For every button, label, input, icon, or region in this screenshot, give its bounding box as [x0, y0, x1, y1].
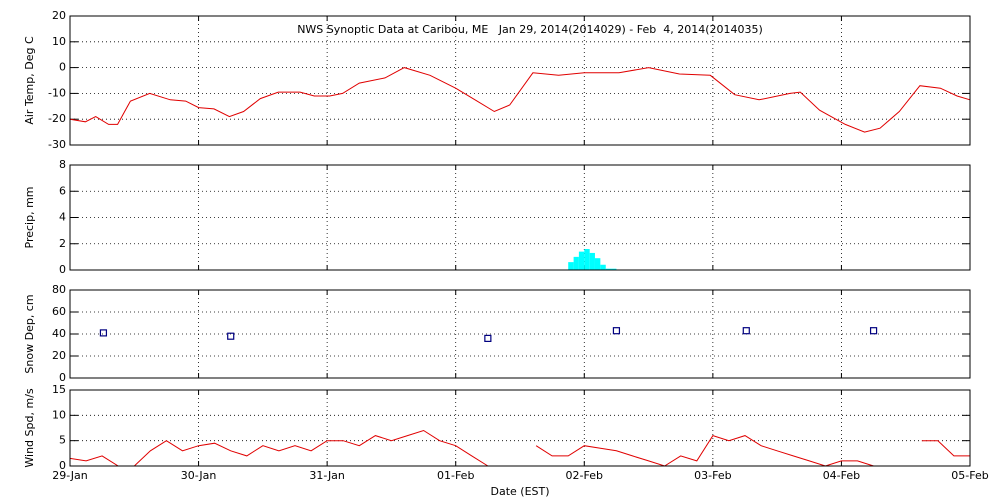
- y-tick-label: 6: [59, 184, 66, 197]
- y-tick-label: 10: [52, 408, 66, 421]
- plot-frame: [69, 15, 971, 146]
- line: [69, 67, 971, 133]
- bar: [573, 256, 579, 270]
- y-tick-label: 0: [59, 371, 66, 384]
- y-tick-label: 15: [52, 383, 66, 396]
- bar: [584, 249, 590, 270]
- y-axis-label: Air Temp, Deg C: [23, 36, 36, 125]
- y-tick-label: 0: [59, 61, 66, 74]
- x-tick-label: 30-Jan: [181, 469, 217, 482]
- y-tick-label: 10: [52, 35, 66, 48]
- bar: [611, 268, 617, 270]
- point: [612, 327, 621, 335]
- point: [869, 327, 878, 335]
- y-tick-label: -10: [48, 86, 66, 99]
- x-tick-label: 04-Feb: [823, 469, 860, 482]
- point: [227, 332, 235, 340]
- x-axis-label: Date (EST): [490, 485, 549, 498]
- plot-frame: [69, 289, 971, 379]
- x-tick-label: 05-Feb: [951, 469, 988, 482]
- bar: [600, 264, 606, 270]
- y-tick-label: 4: [59, 211, 66, 224]
- y-tick-label: 80: [52, 283, 66, 296]
- bar: [605, 268, 612, 270]
- point: [742, 327, 750, 335]
- y-axis-label: Precip, mm: [23, 187, 36, 249]
- y-tick-label: 60: [52, 305, 66, 318]
- y-tick-label: -30: [48, 138, 66, 151]
- plot-frame: [69, 389, 971, 467]
- x-tick-label: 03-Feb: [694, 469, 731, 482]
- x-tick-label: 29-Jan: [52, 469, 88, 482]
- y-axis-label: Snow Dep, cm: [23, 294, 36, 373]
- y-tick-label: 8: [59, 158, 66, 171]
- chart-title: NWS Synoptic Data at Caribou, ME Jan 29,…: [297, 23, 763, 36]
- line: [69, 429, 970, 467]
- y-tick-label: -20: [48, 112, 66, 125]
- y-tick-label: 20: [52, 349, 66, 362]
- y-tick-label: 0: [59, 459, 66, 472]
- x-tick-label: 02-Feb: [566, 469, 603, 482]
- point: [99, 329, 108, 337]
- bar: [589, 252, 595, 270]
- y-tick-label: 0: [59, 263, 66, 276]
- y-tick-label: 5: [59, 434, 66, 447]
- bar: [568, 262, 574, 270]
- x-tick-label: 31-Jan: [309, 469, 345, 482]
- y-tick-label: 2: [59, 237, 66, 250]
- plot-frame: [69, 164, 971, 271]
- y-tick-label: 20: [52, 9, 66, 22]
- y-axis-label: Wind Spd, m/s: [23, 388, 36, 468]
- y-tick-label: 40: [52, 327, 66, 340]
- x-tick-label: 01-Feb: [437, 469, 474, 482]
- point: [484, 334, 492, 342]
- bar: [578, 251, 585, 270]
- bar: [594, 258, 601, 270]
